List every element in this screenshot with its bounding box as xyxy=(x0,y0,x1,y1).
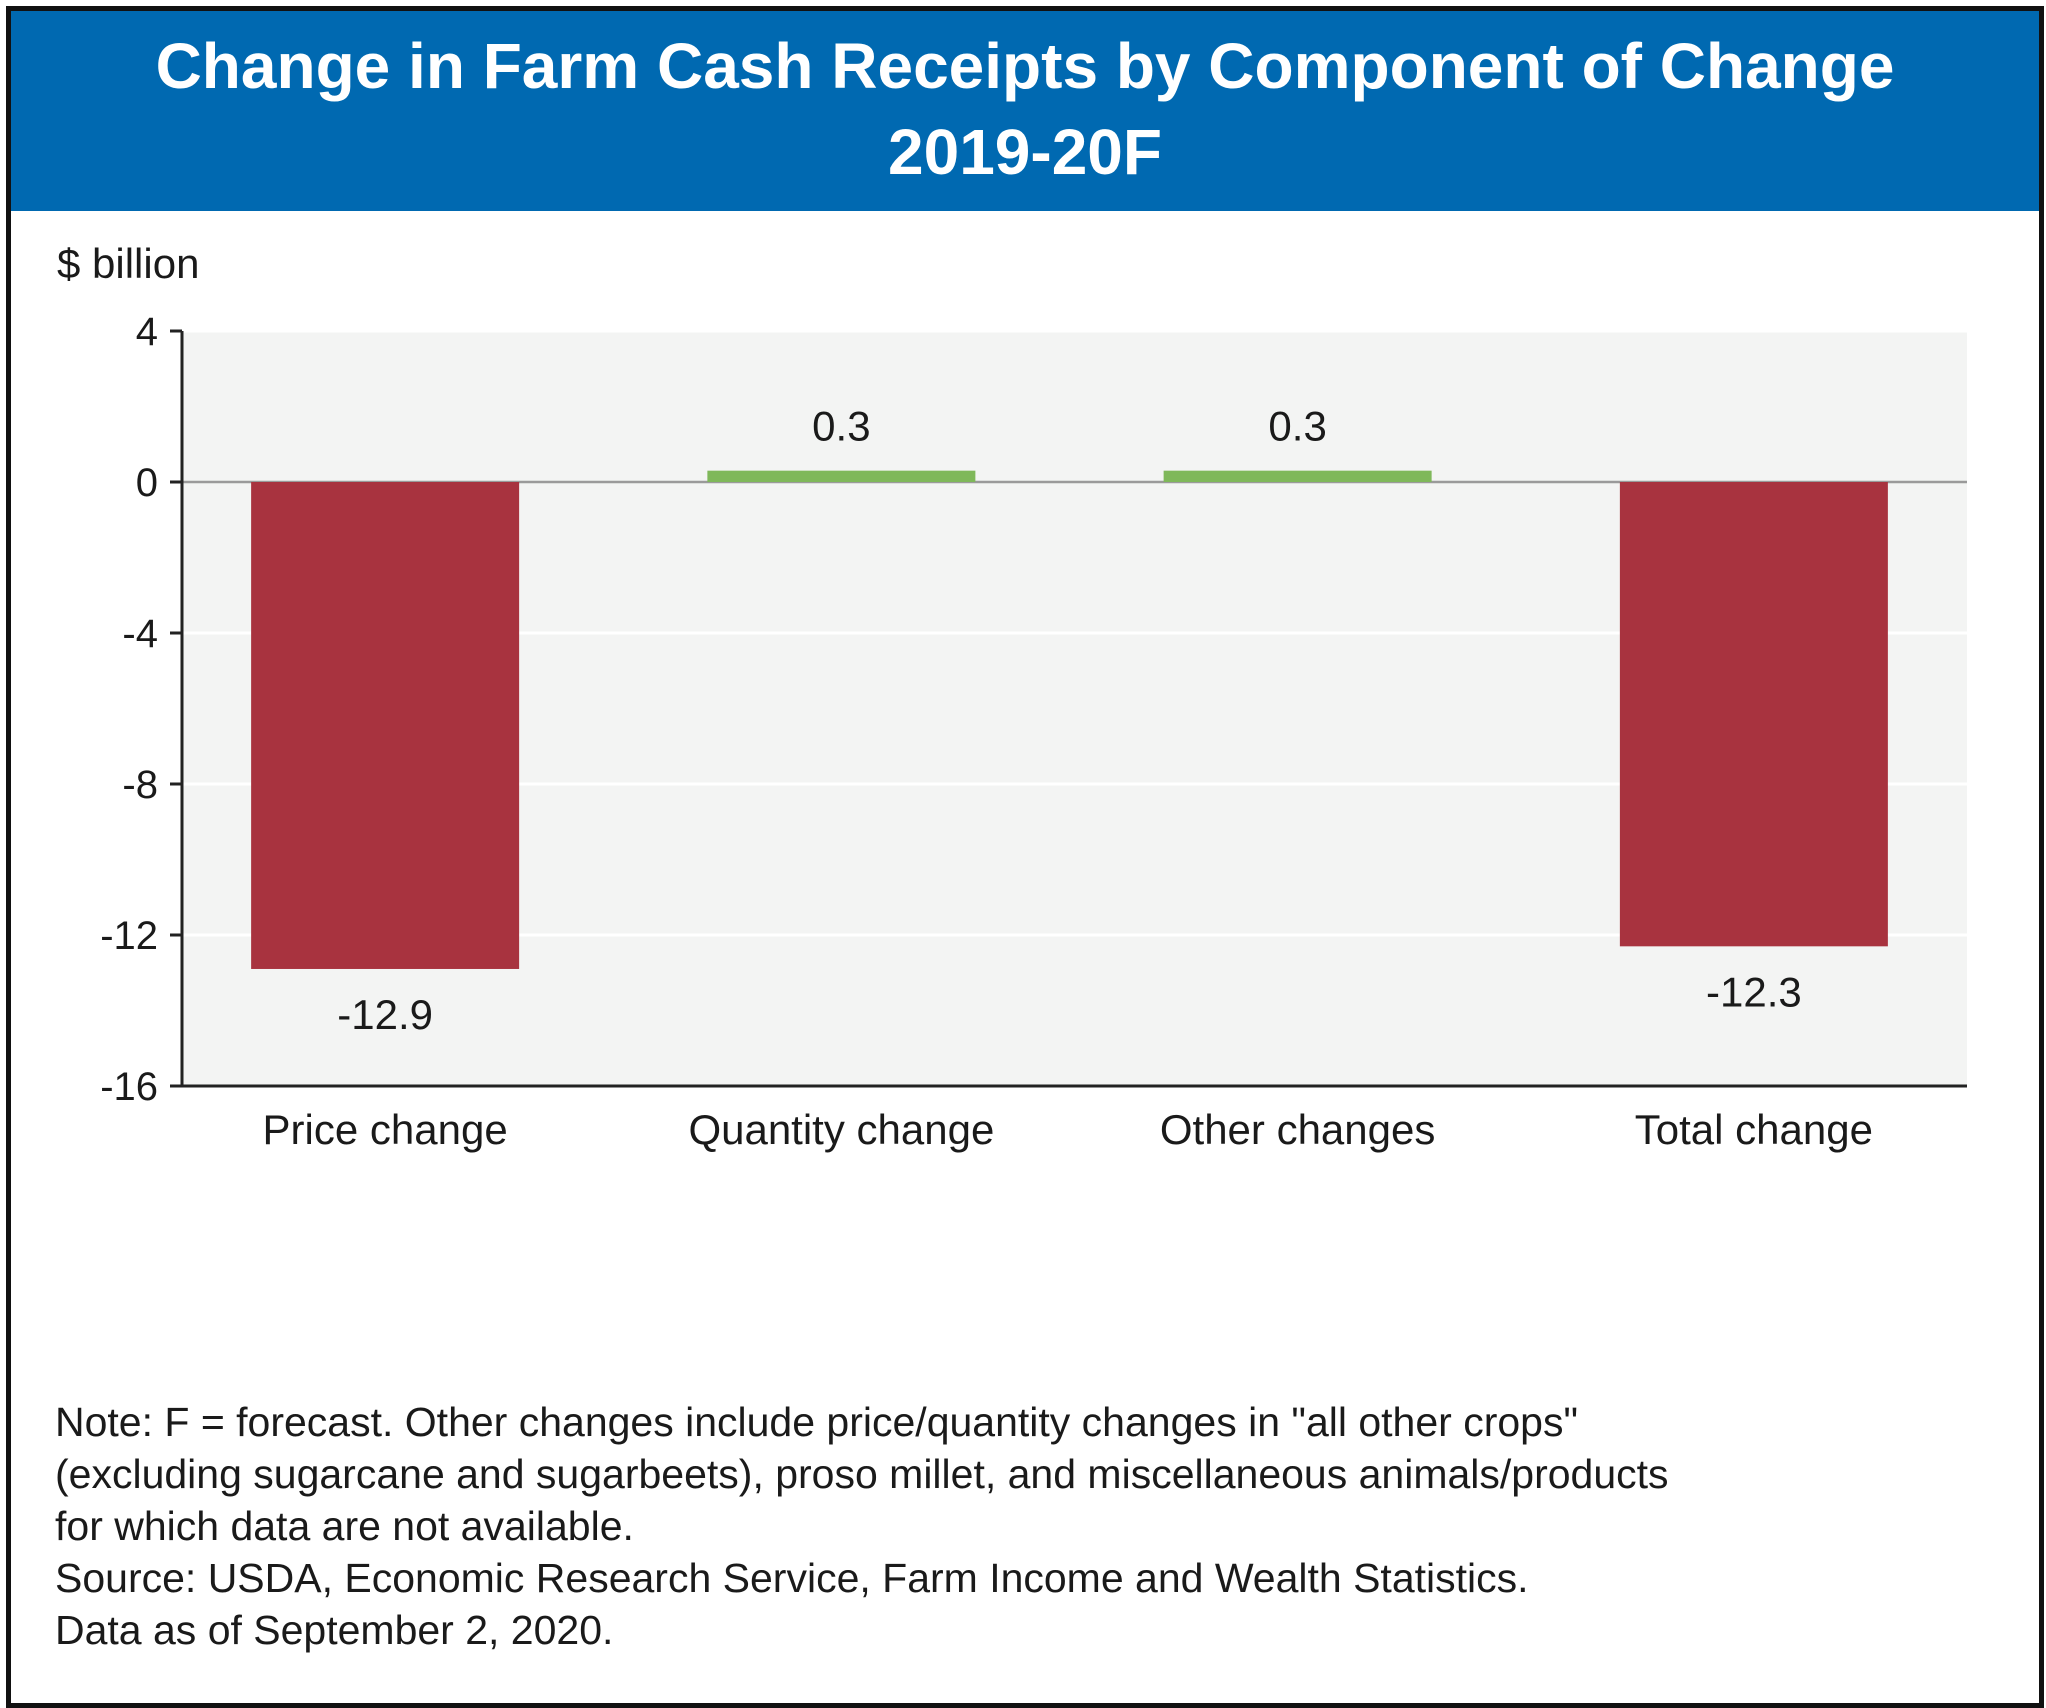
y-tick-label: -8 xyxy=(122,763,158,807)
data-date-line: Data as of September 2, 2020. xyxy=(55,1607,614,1653)
data-label: 0.3 xyxy=(812,403,870,450)
bar-chart: $ billion 4 0 -4 -8 -12 -16 Price change Quant… xyxy=(57,240,1967,1153)
y-tick-label: 0 xyxy=(136,461,158,505)
data-label: 0.3 xyxy=(1268,403,1326,450)
x-tick-label: Total change xyxy=(1635,1106,1873,1153)
x-tick-label: Other changes xyxy=(1160,1106,1436,1153)
chart-title: Change in Farm Cash Receipts by Componen… xyxy=(155,30,1895,102)
notes-block: Note: F = forecast. Other changes includ… xyxy=(55,1396,2015,1656)
x-labels: Price change Quantity change Other changes… xyxy=(263,1106,1873,1153)
bar-total-change xyxy=(1619,482,1888,947)
bars xyxy=(251,470,1888,969)
note-line-2: (excluding sugarcane and sugarbeets), pr… xyxy=(55,1451,1669,1497)
data-label: -12.3 xyxy=(1706,968,1802,1015)
bar-other-changes xyxy=(1163,470,1432,482)
y-tick-label: -16 xyxy=(100,1065,158,1109)
y-tick-label: -12 xyxy=(100,914,158,958)
data-labels: -12.9 0.3 0.3 -12.3 xyxy=(337,403,1801,1038)
bar-price-change xyxy=(251,482,520,969)
note-line-1: Note: F = forecast. Other changes includ… xyxy=(55,1399,1579,1445)
x-tick-label: Quantity change xyxy=(688,1106,994,1153)
y-tick-label: -4 xyxy=(122,612,158,656)
y-ticks: 4 0 -4 -8 -12 -16 xyxy=(100,310,1967,1109)
chart-frame: Change in Farm Cash Receipts by Componen… xyxy=(6,6,2044,1708)
x-tick-label: Price change xyxy=(263,1106,508,1153)
bar-quantity-change xyxy=(707,470,976,482)
data-label: -12.9 xyxy=(337,991,433,1038)
y-tick-label: 4 xyxy=(136,310,158,354)
note-line-3: for which data are not available. xyxy=(55,1503,634,1549)
source-line: Source: USDA, Economic Research Service,… xyxy=(55,1555,1529,1601)
chart-subtitle: 2019-20F xyxy=(888,116,1162,188)
title-banner: Change in Farm Cash Receipts by Componen… xyxy=(11,11,2039,211)
y-axis-label: $ billion xyxy=(57,240,199,287)
